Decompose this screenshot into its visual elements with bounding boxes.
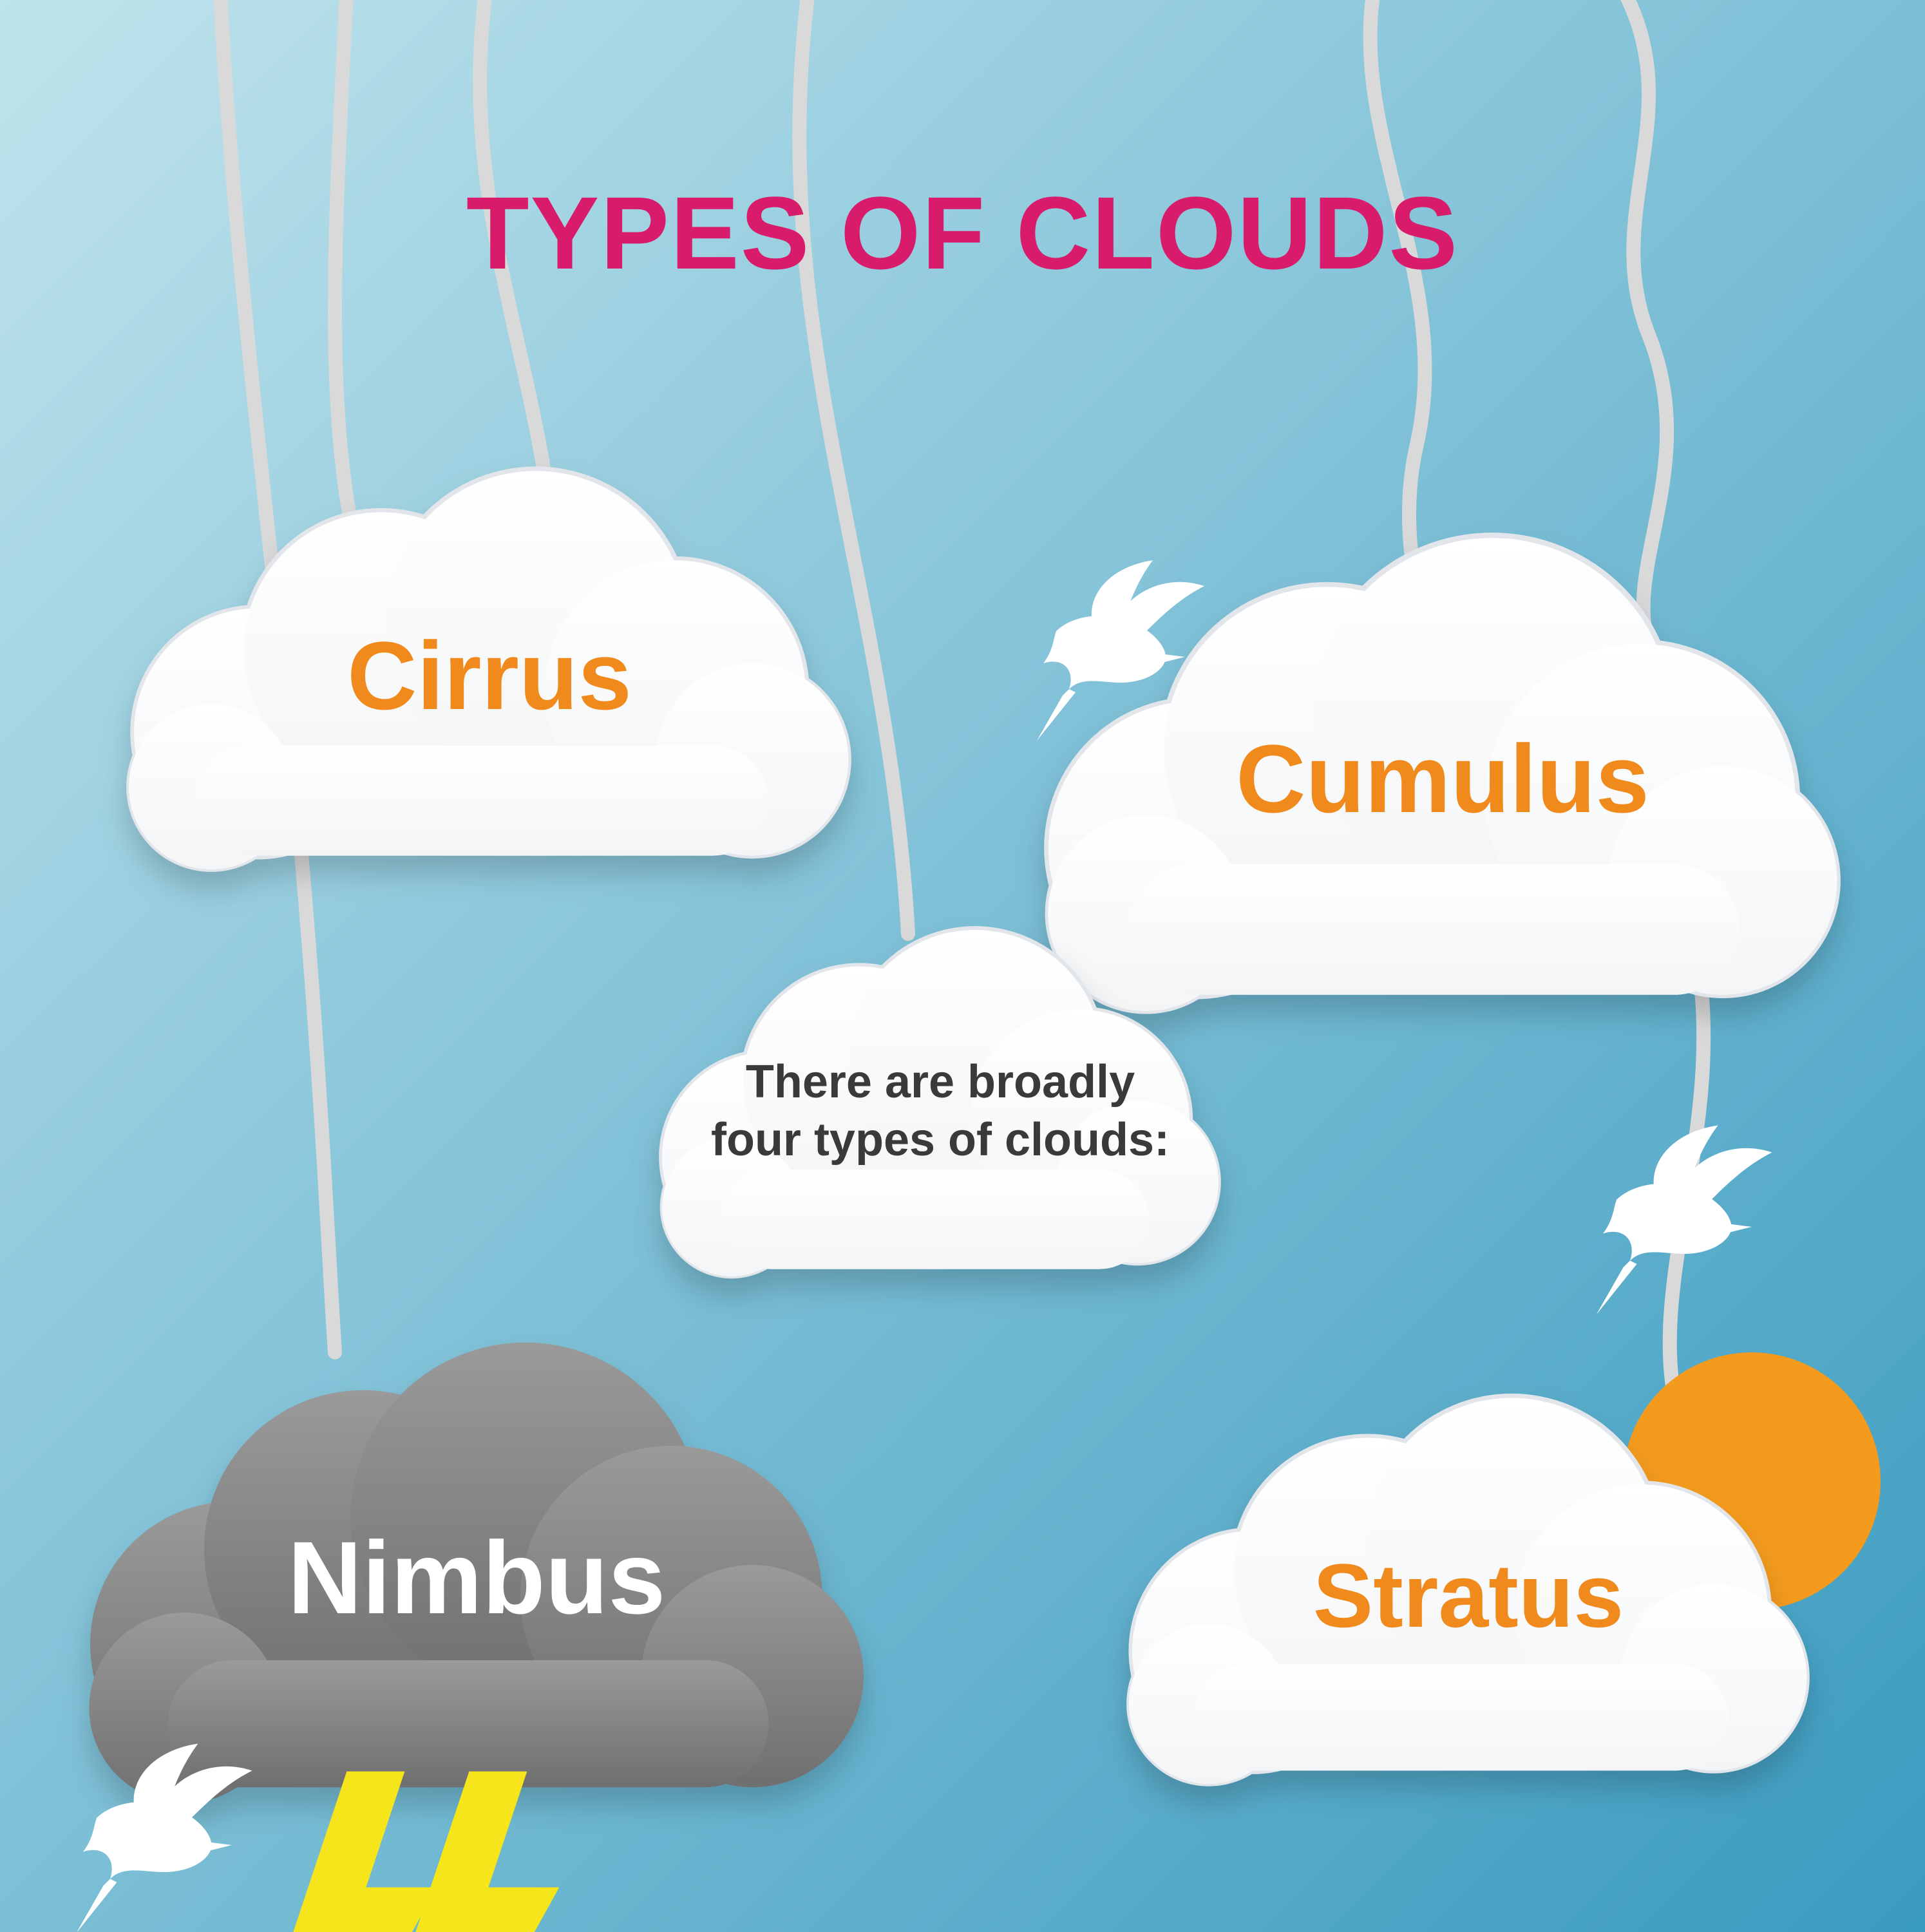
bird-icon — [1589, 1126, 1772, 1315]
lightning-icon — [404, 1772, 559, 1932]
center-text-line: There are broadly — [650, 1053, 1230, 1111]
cloud-label-stratus: Stratus — [1108, 1544, 1829, 1648]
lightning-icon — [282, 1772, 437, 1932]
infographic-canvas: TYPES OF CLOUDS Cirrus Cumulus There are b… — [0, 0, 1925, 1932]
cloud-label-cumulus: Cumulus — [1030, 723, 1855, 835]
page-title: TYPES OF CLOUDS — [0, 174, 1925, 292]
cloud-label-nimbus: Nimbus — [71, 1519, 882, 1637]
center-text-line: four types of clouds: — [650, 1111, 1230, 1169]
cloud-label-center: There are broadlyfour types of clouds: — [650, 1053, 1230, 1169]
cloud-label-cirrus: Cirrus — [103, 620, 876, 732]
bird-icon — [70, 1744, 252, 1932]
